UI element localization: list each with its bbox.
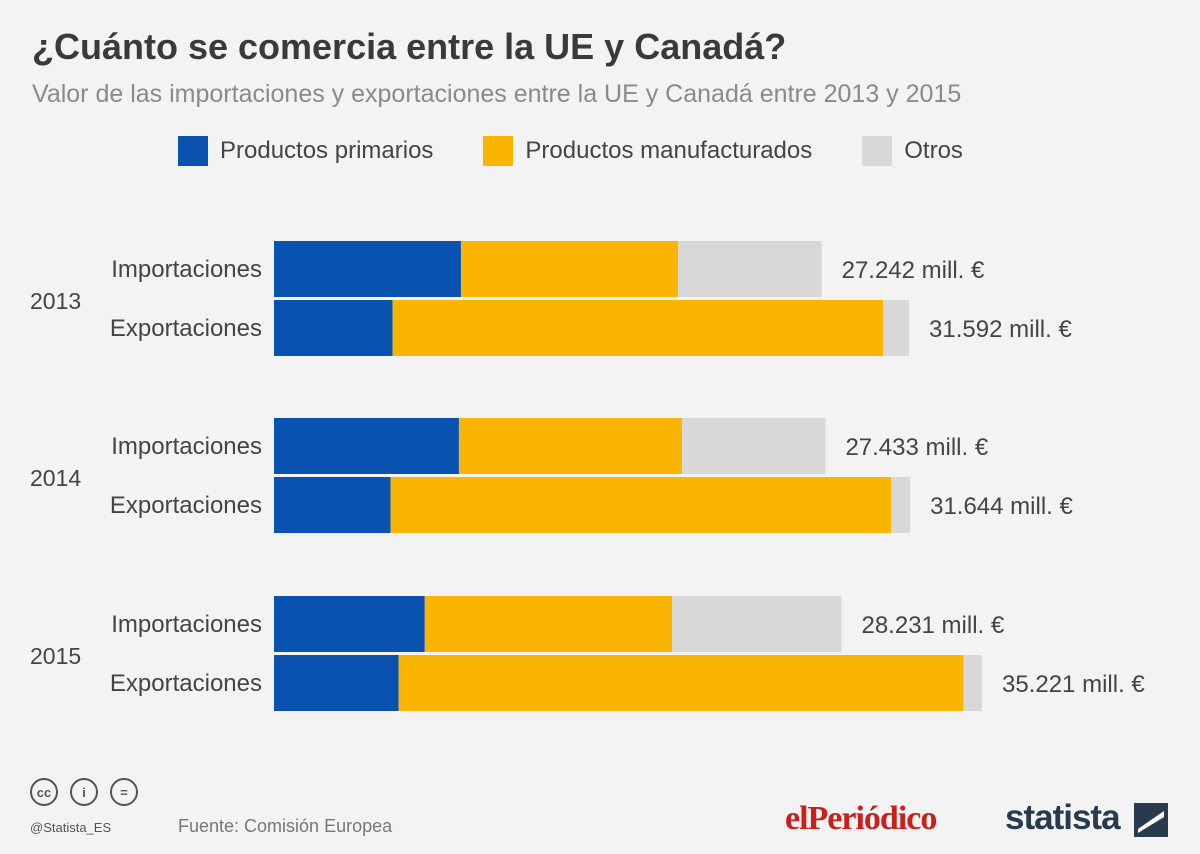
year-label-2013: 2013 — [30, 288, 81, 314]
bar-segment-2015-importaciones-otros — [672, 596, 842, 652]
total-label-2015-exportaciones: 35.221 mill. € — [1002, 671, 1145, 698]
chart-title: ¿Cuánto se comercia entre la UE y Canadá… — [32, 26, 787, 67]
statista-logo-icon — [1134, 803, 1168, 837]
bar-segment-2014-importaciones-otros — [682, 418, 826, 474]
chart-subtitle: Valor de las importaciones y exportacion… — [32, 80, 962, 108]
bar-segment-2015-exportaciones-manufacturados — [398, 655, 964, 711]
bar-segment-2013-importaciones-primarios — [274, 241, 461, 297]
statista-handle: @Statista_ES — [30, 820, 112, 835]
statista-logo: statista — [1005, 798, 1121, 837]
bar-segment-2013-importaciones-manufacturados — [460, 241, 679, 297]
row-label-2014-exportaciones: Exportaciones — [110, 492, 262, 519]
year-label-2014: 2014 — [30, 465, 81, 491]
bar-segment-2014-exportaciones-otros — [891, 477, 911, 533]
legend-item-otros: Otros — [862, 136, 963, 166]
bar-segment-2013-importaciones-otros — [678, 241, 822, 297]
bar-segment-2015-exportaciones-primarios — [274, 655, 399, 711]
legend-label-primarios: Productos primarios — [220, 137, 434, 164]
row-label-2013-importaciones: Importaciones — [111, 256, 262, 283]
bar-segment-2014-exportaciones-manufacturados — [390, 477, 892, 533]
bar-segment-2013-exportaciones-otros — [883, 300, 910, 356]
legend-label-manufacturados: Productos manufacturados — [525, 137, 813, 164]
row-label-2015-importaciones: Importaciones — [111, 611, 262, 638]
elperiodico-logo: elPeriódico — [785, 800, 937, 837]
cc-icon: cc — [30, 778, 58, 806]
legend-label-otros: Otros — [904, 137, 963, 164]
bar-segment-2014-exportaciones-primarios — [274, 477, 391, 533]
bar-segment-2015-importaciones-manufacturados — [424, 596, 673, 652]
bar-segment-2014-importaciones-primarios — [274, 418, 459, 474]
bar-segment-2015-importaciones-primarios — [274, 596, 425, 652]
row-label-2014-importaciones: Importaciones — [111, 433, 262, 460]
total-label-2015-importaciones: 28.231 mill. € — [861, 612, 1004, 639]
bar-segment-2015-exportaciones-otros — [963, 655, 982, 711]
row-label-2013-exportaciones: Exportaciones — [110, 315, 262, 342]
no-derivatives-icon: = — [110, 778, 138, 806]
total-label-2013-exportaciones: 31.592 mill. € — [929, 316, 1072, 343]
legend-swatch-manufacturados — [483, 136, 514, 166]
source-note: Fuente: Comisión Europea — [178, 816, 393, 836]
total-label-2014-importaciones: 27.433 mill. € — [845, 434, 988, 461]
legend-swatch-primarios — [178, 136, 208, 166]
total-label-2014-exportaciones: 31.644 mill. € — [930, 493, 1073, 520]
legend: Productos primarios Productos manufactur… — [178, 136, 963, 166]
bar-segment-2014-importaciones-manufacturados — [458, 418, 683, 474]
legend-item-primarios: Productos primarios — [178, 136, 433, 166]
bar-segment-2013-exportaciones-manufacturados — [392, 300, 884, 356]
legend-item-manufacturados: Productos manufacturados — [483, 136, 812, 166]
year-label-2015: 2015 — [30, 643, 81, 669]
row-label-2015-exportaciones: Exportaciones — [110, 670, 262, 697]
license-icons: cc i = — [30, 778, 138, 806]
total-label-2013-importaciones: 27.242 mill. € — [842, 257, 985, 284]
attribution-icon: i — [70, 778, 98, 806]
bar-chart: 2013 Importaciones 27.242 mill. € Exportaci… — [30, 241, 1145, 711]
bar-segment-2013-exportaciones-primarios — [274, 300, 393, 356]
legend-swatch-otros — [862, 136, 893, 166]
